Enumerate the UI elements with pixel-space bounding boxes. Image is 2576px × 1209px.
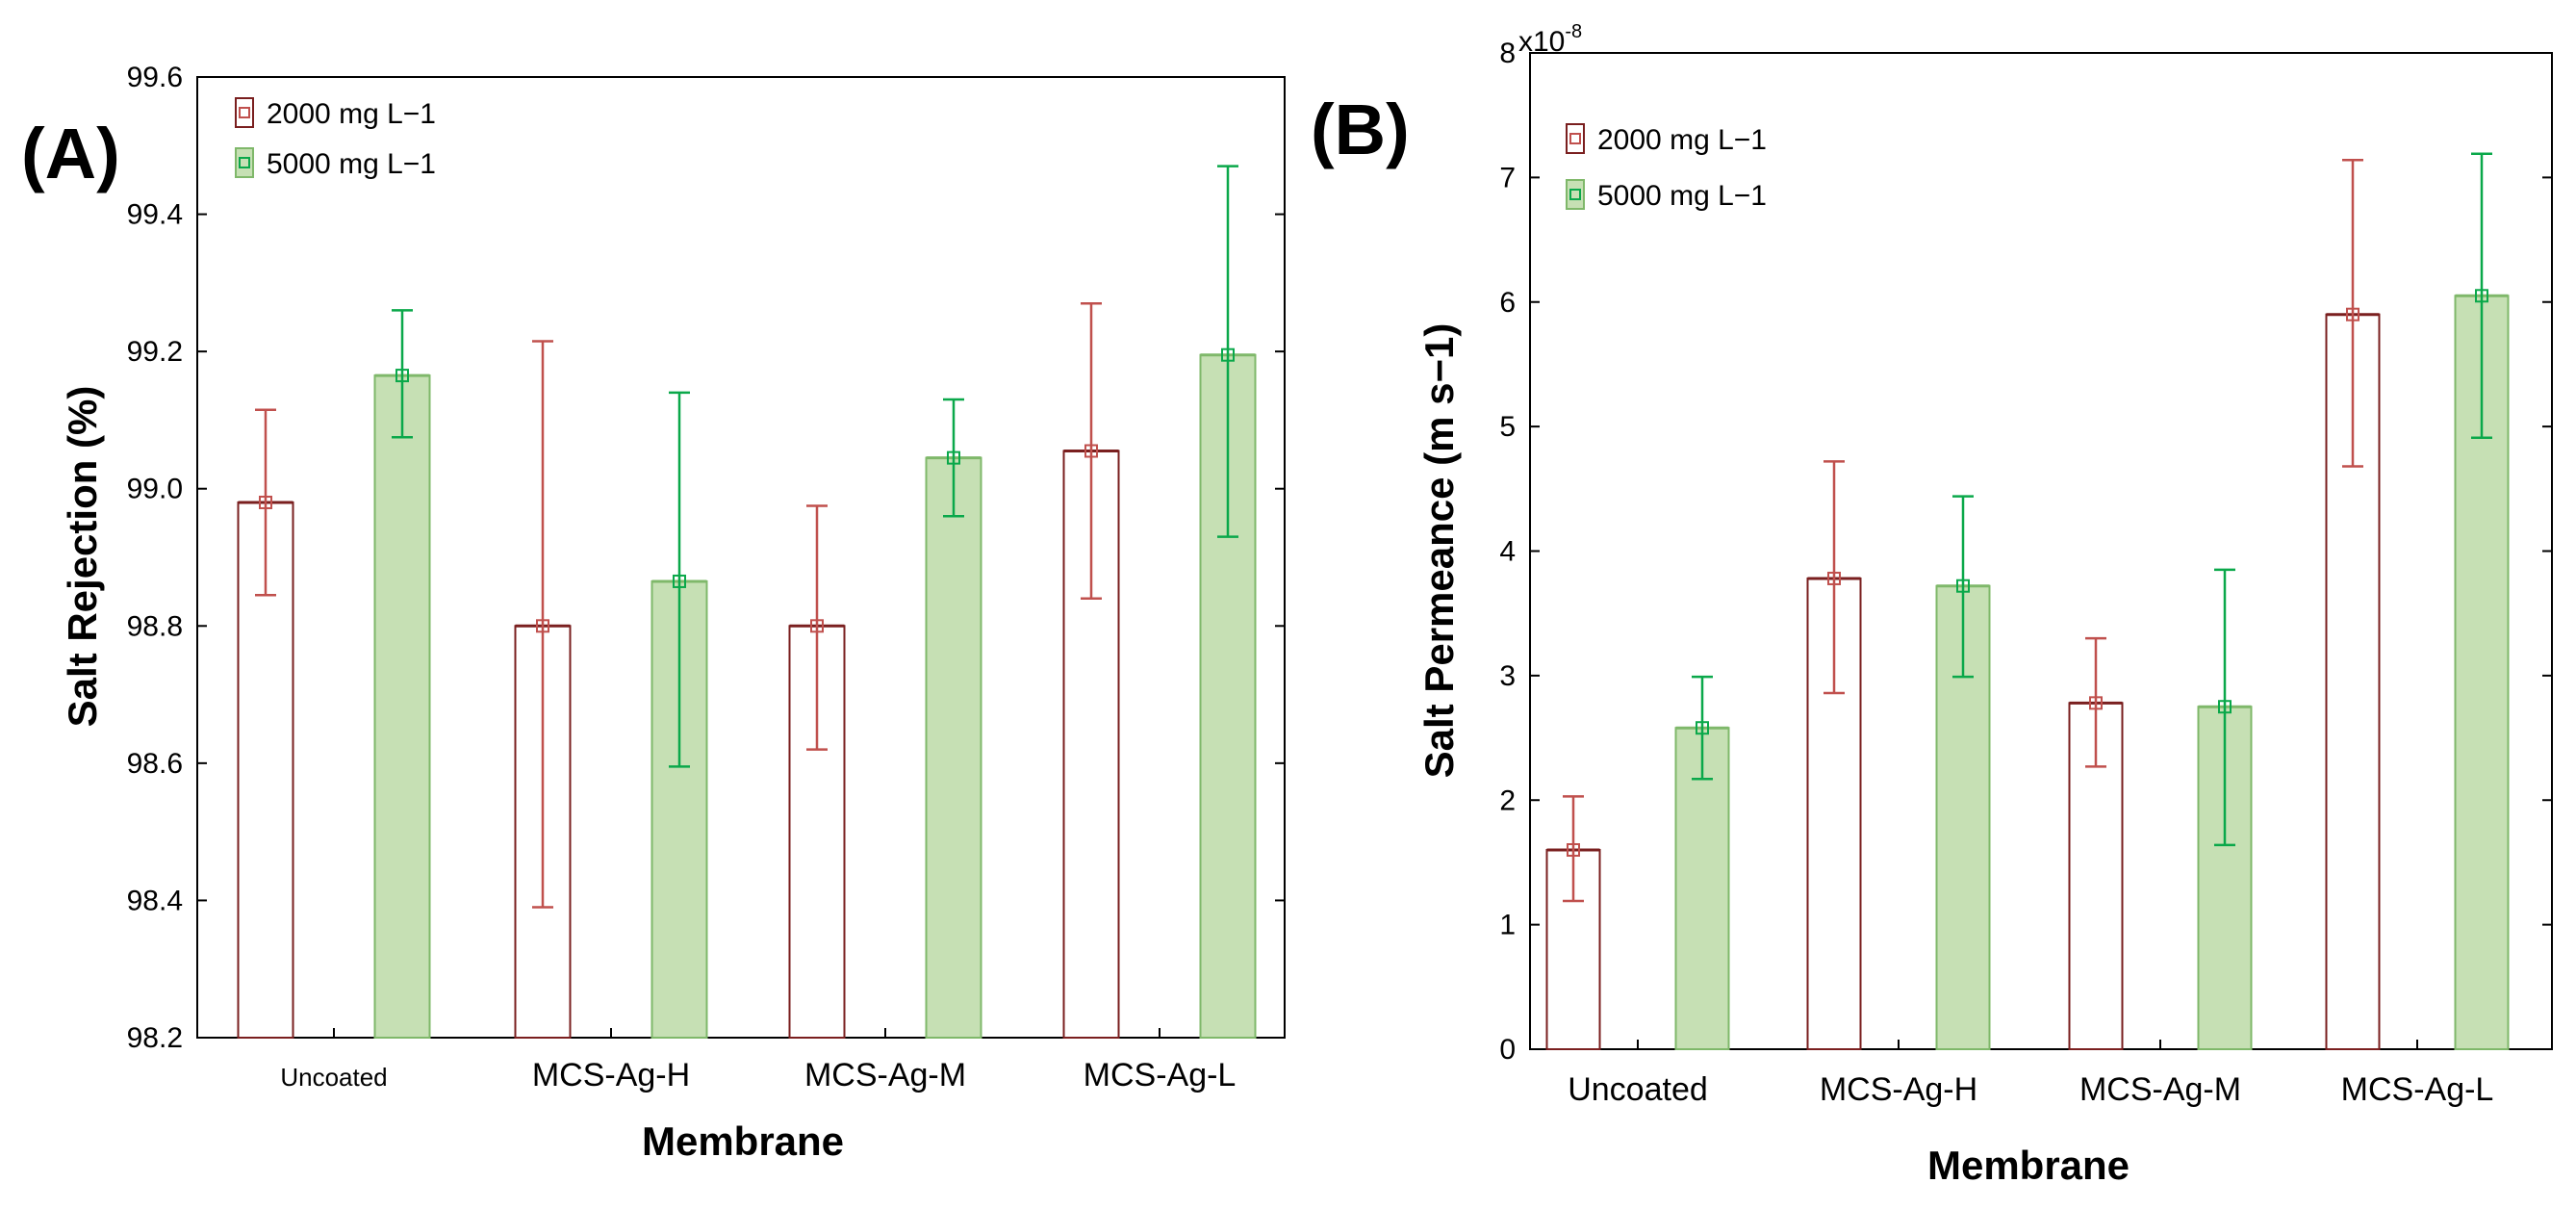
y-tick-label: 98.8 xyxy=(127,610,183,642)
mean-marker xyxy=(2089,696,2103,710)
y-multiplier: x10-8 xyxy=(1518,21,1582,58)
x-category-label: MCS-Ag-M xyxy=(804,1057,966,1093)
y-tick-label: 8 xyxy=(1499,38,1516,69)
mean-marker xyxy=(1221,347,1235,362)
mean-marker xyxy=(1827,571,1841,585)
y-tick-label: 99.4 xyxy=(127,199,183,231)
y-tick-label: 99.6 xyxy=(127,62,183,93)
legend-swatch-2000 xyxy=(235,97,254,128)
y-tick-label: 98.6 xyxy=(127,748,183,780)
bar-5000 xyxy=(1674,727,1730,1051)
x-category-label: MCS-Ag-L xyxy=(1084,1057,1237,1093)
y-multiplier-exp: -8 xyxy=(1565,21,1582,42)
x-axis-title: Membrane xyxy=(1927,1143,2130,1188)
mean-marker xyxy=(810,619,824,633)
legend-swatch-2000 xyxy=(1566,123,1585,154)
mean-marker xyxy=(2475,289,2488,303)
y-tick-label: 4 xyxy=(1499,536,1516,568)
mean-marker xyxy=(1567,843,1580,857)
y-axis-title: Salt Rejection (%) xyxy=(60,386,105,728)
legend-marker xyxy=(239,157,250,168)
mean-marker xyxy=(947,450,960,465)
y-tick-label: 3 xyxy=(1499,660,1516,692)
plot-frame xyxy=(196,76,1286,1039)
legend-label: 2000 mg L−1 xyxy=(1597,124,1767,156)
legend-label: 5000 mg L−1 xyxy=(1597,180,1767,212)
y-tick-label: 7 xyxy=(1499,162,1516,193)
mean-marker xyxy=(2218,700,2232,714)
x-category-label: Uncoated xyxy=(1568,1071,1708,1108)
x-axis-title: Membrane xyxy=(642,1119,844,1164)
y-tick-label: 99.0 xyxy=(127,474,183,505)
legend: 2000 mg L−1 5000 mg L−1 xyxy=(235,97,436,180)
mean-marker xyxy=(673,574,686,588)
y-tick-label: 98.4 xyxy=(127,885,183,916)
panel-label: (A) xyxy=(21,114,120,193)
legend-swatch-5000 xyxy=(235,147,254,178)
x-category-label: MCS-Ag-M xyxy=(2079,1071,2241,1108)
mean-marker xyxy=(259,495,272,509)
x-category-label: Uncoated xyxy=(280,1063,387,1092)
legend-marker xyxy=(1569,189,1581,200)
x-category-label: MCS-Ag-H xyxy=(532,1057,690,1093)
legend: 2000 mg L−1 5000 mg L−1 xyxy=(1566,123,1767,212)
legend-label: 2000 mg L−1 xyxy=(267,98,436,130)
mean-marker xyxy=(536,619,549,633)
y-multiplier-base: x10 xyxy=(1518,26,1565,58)
y-tick-label: 5 xyxy=(1499,411,1516,443)
y-tick-label: 99.2 xyxy=(127,336,183,368)
x-category-label: MCS-Ag-H xyxy=(1820,1071,1977,1108)
legend-marker xyxy=(1569,133,1581,144)
chart-panel-b: (B) 0 1 2 3 4 5 6 7 8 x10-8 Uncoated MCS-Ag-H MCS-Ag-… xyxy=(1311,21,2553,1188)
mean-marker xyxy=(1084,444,1098,458)
bar-5000 xyxy=(373,374,431,1040)
mean-marker xyxy=(395,369,409,383)
legend-swatch-5000 xyxy=(1566,179,1585,210)
bar-5000 xyxy=(925,456,982,1039)
y-tick-label: 98.2 xyxy=(127,1022,183,1054)
panel-label: (B) xyxy=(1311,90,1410,169)
y-tick-label: 0 xyxy=(1499,1034,1516,1066)
mean-marker xyxy=(2346,307,2359,322)
y-tick-label: 1 xyxy=(1499,910,1516,941)
legend-marker xyxy=(239,107,250,118)
mean-marker xyxy=(1956,579,1970,593)
legend-label: 5000 mg L−1 xyxy=(267,148,436,180)
y-tick-label: 6 xyxy=(1499,287,1516,319)
y-axis-title: Salt Permeance (m s−1) xyxy=(1416,323,1462,779)
mean-marker xyxy=(1696,721,1709,735)
x-category-label: MCS-Ag-L xyxy=(2341,1071,2494,1108)
y-tick-label: 2 xyxy=(1499,785,1516,816)
chart-panel-a: (A) 98.2 98.4 98.6 98.8 99.0 99.2 99.4 99.6 Uncoa… xyxy=(21,62,1286,1164)
